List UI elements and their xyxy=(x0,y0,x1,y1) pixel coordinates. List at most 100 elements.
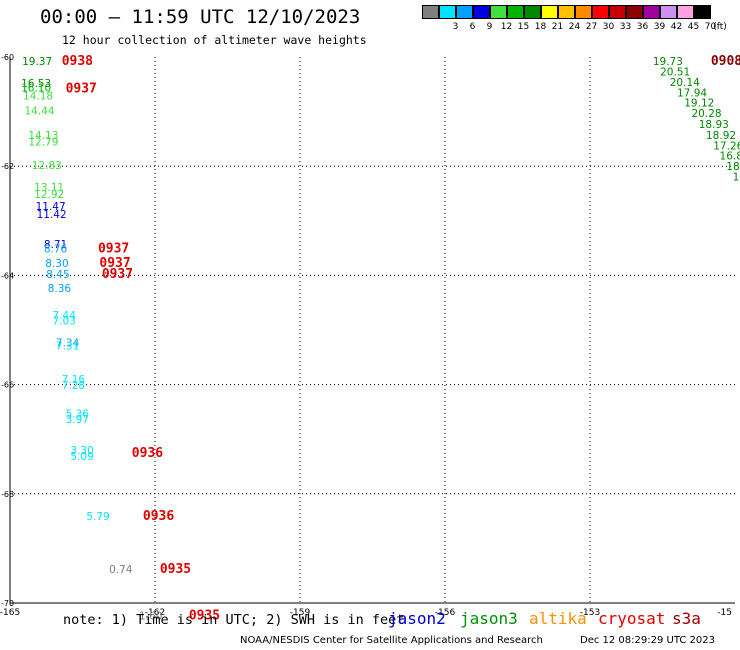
wave-height-label: 19.12 xyxy=(684,98,714,110)
x-tick-label: -165 xyxy=(0,608,20,618)
legend-swatch xyxy=(473,5,490,19)
chart-title: 00:00 – 11:59 UTC 12/10/2023 xyxy=(40,6,361,28)
credit-line: NOAA/NESDIS Center for Satellite Applica… xyxy=(240,635,543,646)
y-tick-label: -62 xyxy=(1,162,14,171)
wave-height-label: 3.30 xyxy=(70,445,93,457)
wave-height-label: 16.53 xyxy=(21,78,51,90)
x-tick-label: -162 xyxy=(145,608,165,618)
x-tick-label: -153 xyxy=(580,608,600,618)
wave-height-label: 18. xyxy=(726,161,740,173)
wave-height-label: 19.37 xyxy=(22,56,52,68)
legend-swatch xyxy=(677,5,694,19)
legend-tick-label: 45 xyxy=(687,22,700,32)
legend-tick-label: 33 xyxy=(619,22,632,32)
legend-swatch xyxy=(456,5,473,19)
y-tick-label: -68 xyxy=(1,490,14,499)
legend-unit: (ft) xyxy=(713,22,727,32)
wave-height-label: 16 xyxy=(733,171,740,183)
legend-tick-label: 24 xyxy=(568,22,581,32)
wave-height-label: 5.36 xyxy=(66,408,90,420)
wave-height-label: 13.11 xyxy=(34,182,64,194)
pass-time-label: 0935 xyxy=(160,562,191,577)
legend-swatch xyxy=(558,5,575,19)
wave-height-label: 8.45 xyxy=(46,269,69,281)
wave-height-label: 7.31 xyxy=(56,341,79,353)
legend-tick-label: 3 xyxy=(452,22,459,32)
legend-tick-label: 27 xyxy=(585,22,598,32)
legend-swatch xyxy=(422,5,439,19)
color-legend: 3 6 9 12 15 18 21 24 27 30 33 36 39 42 45 70 (ft) xyxy=(422,5,732,35)
wave-height-label: 7.28 xyxy=(62,380,85,392)
wave-height-label: 20.28 xyxy=(692,108,722,120)
x-tick-label: -15 xyxy=(717,608,732,618)
chart-subtitle: 12 hour collection of altimeter wave hei… xyxy=(62,33,367,47)
wave-height-label: 12.83 xyxy=(32,160,62,172)
pass-time-label: 0938 xyxy=(62,54,93,69)
x-tick-label: -156 xyxy=(435,608,456,618)
wave-height-label: 0.74 xyxy=(109,564,133,576)
wave-height-label: 11.47 xyxy=(36,201,66,213)
wave-height-label: 17.94 xyxy=(677,87,707,99)
x-tick-label: -159 xyxy=(290,608,311,618)
wave-height-label: 8.30 xyxy=(45,258,68,270)
legend-tick-label: 42 xyxy=(670,22,683,32)
legend-swatch xyxy=(524,5,541,19)
legend-tick-label: 39 xyxy=(653,22,666,32)
wave-height-label: 7.03 xyxy=(53,316,76,328)
wave-height-label: 5.79 xyxy=(86,511,109,523)
y-tick-label: -70 xyxy=(1,599,14,608)
satellite-jason3: jason3 xyxy=(460,609,518,628)
wave-height-label: 18.93 xyxy=(699,119,729,131)
pass-time-label: 0937 xyxy=(102,267,133,282)
legend-swatch xyxy=(592,5,609,19)
wave-height-label: 16.10 xyxy=(21,82,51,94)
legend-tick-label: 30 xyxy=(602,22,615,32)
legend-tick-label: 21 xyxy=(551,22,564,32)
wave-height-label: 17.26 xyxy=(713,140,740,152)
wave-height-label: 19.73 xyxy=(653,56,683,68)
legend-swatch xyxy=(609,5,626,19)
y-tick-label: -66 xyxy=(1,381,14,390)
grid-lines xyxy=(10,57,735,603)
pass-time-label: 0935 xyxy=(189,608,220,623)
pass-time-label: 0937 xyxy=(66,81,97,96)
wave-height-label: 7.44 xyxy=(53,310,77,322)
pass-time-label: 0908 xyxy=(711,54,740,69)
wave-height-label: 14.44 xyxy=(25,105,55,117)
y-tick-label: -60 xyxy=(1,53,14,62)
y-tick-label: -64 xyxy=(1,271,14,280)
wave-height-label: 20.14 xyxy=(670,77,700,89)
legend-tick-label: 12 xyxy=(500,22,513,32)
wave-height-label: 8.76 xyxy=(44,243,68,255)
pass-time-label: 0937 xyxy=(98,241,129,256)
legend-tick-label: 9 xyxy=(486,22,493,32)
wave-height-label: 7.16 xyxy=(62,374,86,386)
plot-frame xyxy=(9,57,735,604)
legend-tick-label: 6 xyxy=(469,22,476,32)
wave-height-label: 8.36 xyxy=(48,283,72,295)
wave-height-label: 8.71 xyxy=(44,239,67,251)
wave-height-label: 14.18 xyxy=(23,91,53,103)
legend-swatch xyxy=(660,5,677,19)
legend-swatch xyxy=(507,5,524,19)
wave-height-label: 3.97 xyxy=(66,414,89,426)
legend-swatch xyxy=(694,5,711,19)
wave-height-label: 12.92 xyxy=(34,189,64,201)
legend-swatch xyxy=(439,5,456,19)
wave-height-label: 7.34 xyxy=(56,337,80,349)
pass-time-label: 0936 xyxy=(132,446,163,461)
satellite-s3a: s3a xyxy=(672,609,701,628)
legend-swatch xyxy=(626,5,643,19)
axis-tick-labels: -165 -162 -159 -156 -153 -15 -60 -62 -64 -66 -68 -7… xyxy=(0,53,732,618)
pass-time-label: 0937 xyxy=(99,256,130,271)
legend-tick-label: 18 xyxy=(534,22,547,32)
legend-tick-label: 70 xyxy=(704,22,717,32)
satellite-cryosat: cryosat xyxy=(598,609,666,628)
wave-height-label: 11.42 xyxy=(37,209,67,221)
wave-height-label: 16.81 xyxy=(720,151,740,163)
satellite-altika: altika xyxy=(529,609,587,628)
legend-tick-label: 15 xyxy=(517,22,530,32)
